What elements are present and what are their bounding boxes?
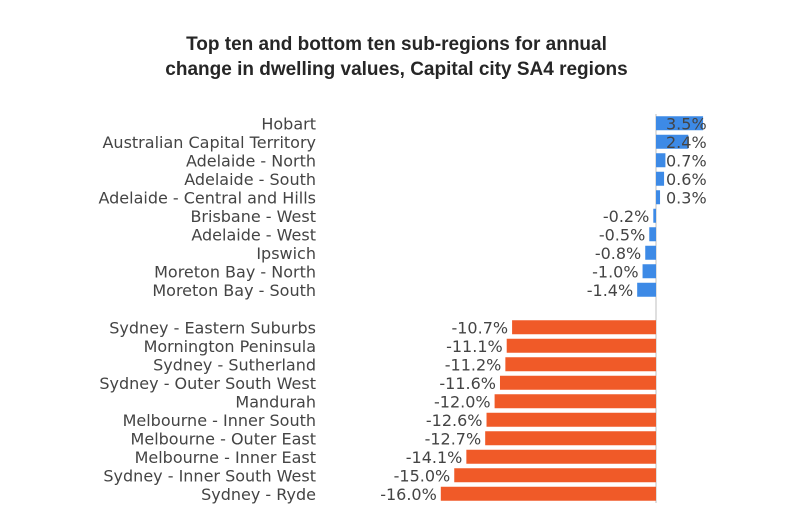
bar [656,153,666,168]
category-label: Adelaide - North [186,151,316,170]
data-label: -10.7% [451,318,508,337]
data-label: -0.2% [603,207,649,226]
data-label: 0.3% [666,188,707,207]
data-label: -11.6% [439,374,496,393]
data-label: -12.6% [426,411,483,430]
bar [656,171,665,186]
category-label: Melbourne - Inner South [123,411,316,430]
data-label: 0.6% [666,170,707,189]
data-label: -11.2% [445,355,502,374]
category-label: Sydney - Eastern Suburbs [109,318,316,337]
data-label: 0.7% [666,151,707,170]
data-label: -15.0% [394,466,451,485]
data-label: -14.1% [406,448,463,467]
bar [656,134,689,149]
bar [505,357,656,372]
data-label: -0.5% [599,225,645,244]
chart-title-line-1: Top ten and bottom ten sub-regions for a… [186,34,607,55]
category-label: Ipswich [256,244,316,263]
bar [440,486,656,501]
bar [642,264,656,279]
category-label: Moreton Bay - North [154,262,316,281]
bar [653,208,656,223]
chart-title-line-2: change in dwelling values, Capital city … [165,59,628,80]
chart-title: Top ten and bottom ten sub-regions for a… [0,32,793,82]
bar [506,338,656,353]
data-label: -1.4% [587,281,633,300]
bar [466,449,656,464]
category-label: Adelaide - West [191,225,316,244]
data-label: 2.4% [666,133,707,152]
category-label: Melbourne - Inner East [135,448,316,467]
category-label: Adelaide - Central and Hills [98,188,316,207]
data-label: -12.7% [425,429,482,448]
data-label: -11.1% [446,337,503,356]
bar [656,190,661,205]
category-label: Brisbane - West [190,207,316,226]
data-label: -12.0% [434,392,491,411]
category-label: Sydney - Sutherland [153,355,316,374]
data-label: -1.0% [592,262,638,281]
category-label: Australian Capital Territory [102,133,316,152]
category-label: Sydney - Ryde [201,485,316,504]
bar [637,282,656,297]
bar [645,245,656,260]
category-label: Melbourne - Outer East [131,429,316,448]
bar [499,375,656,390]
bar [486,412,656,427]
category-label: Sydney - Inner South West [103,466,316,485]
data-label: 3.5% [666,114,707,133]
category-label: Sydney - Outer South West [99,374,316,393]
bar [512,320,656,335]
bar [649,227,656,242]
category-label: Adelaide - South [184,170,316,189]
category-label: Mandurah [235,392,316,411]
category-label: Moreton Bay - South [152,281,316,300]
category-label: Mornington Peninsula [144,337,316,356]
category-label: Hobart [261,114,316,133]
bar [656,116,704,131]
data-label: -0.8% [595,244,641,263]
data-label: -16.0% [380,485,437,504]
bar [454,468,656,483]
bar [494,394,656,409]
bar [485,431,656,446]
